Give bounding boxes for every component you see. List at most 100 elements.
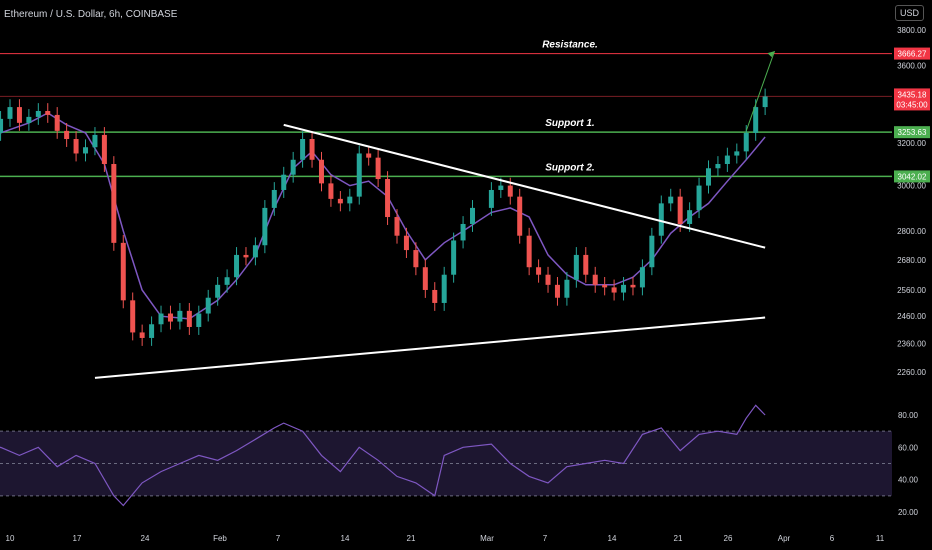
y-tick-label: 3600.00 <box>897 62 926 71</box>
x-tick-label: 11 <box>876 534 885 543</box>
y-tick-label: 3800.00 <box>897 26 926 35</box>
candle-body <box>422 267 428 290</box>
y-tick-label: 2360.00 <box>897 340 926 349</box>
candle-body <box>328 183 334 199</box>
y-axis: 3800.00 3600.00 3200.00 3000.00 2800.00 2680.… <box>897 26 926 377</box>
candle-body <box>366 153 372 158</box>
y-tick-label: 3000.00 <box>897 182 926 191</box>
x-tick-label: Mar <box>480 534 494 543</box>
x-tick-label: 26 <box>724 534 733 543</box>
candle-body <box>724 155 730 164</box>
candle-body <box>498 185 504 190</box>
candle-body <box>403 235 409 251</box>
candle-body <box>205 297 211 314</box>
rsi-axis: 80.00 60.00 40.00 20.00 <box>898 411 919 517</box>
candle-body <box>573 254 579 280</box>
candle-body <box>715 163 721 169</box>
x-tick-label: 7 <box>543 534 548 543</box>
candle-body <box>762 96 768 108</box>
candle-body <box>101 134 107 164</box>
price-badge <box>894 126 930 139</box>
candle-body <box>375 157 381 180</box>
currency-badge[interactable]: USD <box>894 5 924 21</box>
candle-body <box>215 284 221 298</box>
candle-body <box>554 284 560 298</box>
rsi-tick-label: 80.00 <box>898 411 919 420</box>
candle-body <box>564 279 570 298</box>
trendline-ascending <box>94 316 766 379</box>
trendline-projection <box>745 50 776 132</box>
x-tick-label: 21 <box>407 534 416 543</box>
candle-body <box>158 313 164 325</box>
candle-body <box>668 196 674 204</box>
candle-body <box>734 151 740 156</box>
candle-body <box>92 134 98 148</box>
candle-body <box>592 274 598 285</box>
candle-body <box>243 254 249 258</box>
candle-body <box>54 114 60 131</box>
candle-body <box>621 284 627 293</box>
y-tick-label: 2560.00 <box>897 286 926 295</box>
candle-body <box>602 284 608 288</box>
x-axis: 10 17 24 Feb 7 14 21 Mar 7 14 21 26 Apr 6 11 <box>6 534 885 543</box>
chart-title: Ethereum / U.S. Dollar, 6h, COINBASE <box>4 9 178 20</box>
candle-body <box>45 110 51 115</box>
candle-body <box>120 242 126 301</box>
candle-body <box>186 310 192 327</box>
candle-body <box>83 147 89 154</box>
candle-body <box>111 163 117 243</box>
x-tick-label: 14 <box>341 534 350 543</box>
rsi-band-layer <box>0 430 892 497</box>
price-badge <box>894 170 930 183</box>
candle-body <box>753 107 759 133</box>
x-tick-label: Apr <box>778 534 791 543</box>
rsi-tick-label: 20.00 <box>898 508 919 517</box>
candle-body <box>177 310 183 322</box>
candle-body <box>470 207 476 224</box>
candle-body <box>16 107 22 123</box>
candle-body <box>526 235 532 268</box>
candle-body <box>290 159 296 175</box>
trendline-descending <box>283 123 766 249</box>
candle-body <box>337 198 343 204</box>
candle-body <box>536 267 542 275</box>
candle-body <box>271 189 277 208</box>
x-tick-label: 7 <box>276 534 281 543</box>
x-tick-label: Feb <box>213 534 227 543</box>
candle-body <box>630 284 636 288</box>
x-tick-label: 21 <box>674 534 683 543</box>
candle-body <box>7 107 13 119</box>
candles-layer <box>0 88 768 346</box>
trendlines-layer <box>94 50 776 379</box>
y-tick-label: 2800.00 <box>897 227 926 236</box>
candle-body <box>460 223 466 241</box>
candle-body <box>0 118 4 133</box>
x-tick-label: 10 <box>6 534 15 543</box>
x-tick-label: 17 <box>73 534 82 543</box>
candle-body <box>224 277 230 285</box>
candle-body <box>658 203 664 236</box>
candle-body <box>451 240 457 275</box>
candle-body <box>196 313 202 327</box>
price-badge-label: 3042.02 <box>898 172 927 181</box>
projection-arrowhead <box>767 51 775 58</box>
y-tick-label: 2680.00 <box>897 256 926 265</box>
candle-body <box>347 196 353 204</box>
candle-body <box>234 254 240 278</box>
candle-body <box>262 207 268 246</box>
candle-body <box>649 235 655 268</box>
candle-body <box>139 332 145 338</box>
candle-body <box>545 274 551 285</box>
candle-body <box>432 289 438 303</box>
candle-body <box>394 217 400 236</box>
candle-body <box>300 139 306 160</box>
candle-body <box>696 185 702 211</box>
candle-body <box>705 168 711 186</box>
candle-body <box>687 210 693 224</box>
rsi-line <box>0 404 766 507</box>
candle-body <box>318 159 324 184</box>
candle-body <box>639 267 645 288</box>
candle-body <box>281 174 287 190</box>
x-tick-label: 24 <box>141 534 150 543</box>
